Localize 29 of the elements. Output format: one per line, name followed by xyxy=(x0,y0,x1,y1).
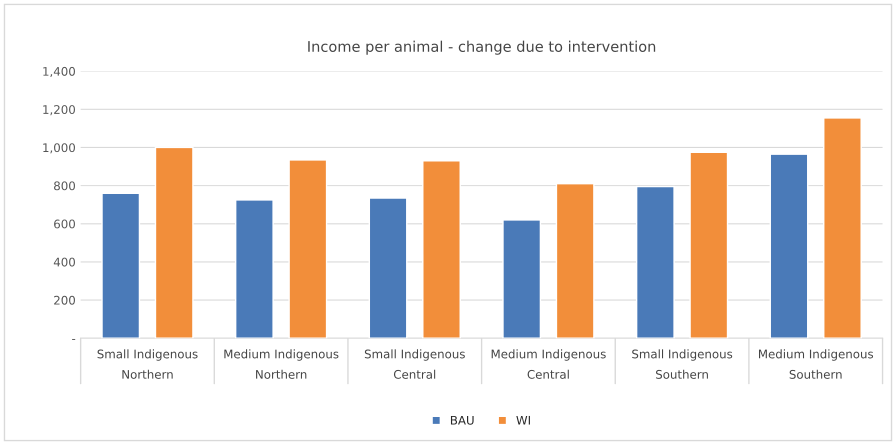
chart-title: Income per animal - change due to intervention xyxy=(308,40,656,55)
bar xyxy=(101,192,140,338)
y-tick-label: 1,200 xyxy=(43,105,75,116)
bar xyxy=(154,146,194,338)
y-tick-label: 1,000 xyxy=(43,143,75,154)
y-tick-label: 200 xyxy=(54,296,75,305)
bar xyxy=(288,159,328,338)
y-tick-label: 1,400 xyxy=(43,66,75,78)
legend-label: BAU xyxy=(450,416,474,425)
bar xyxy=(689,152,728,338)
bar xyxy=(770,153,808,338)
bar xyxy=(234,199,274,338)
bar xyxy=(823,117,862,338)
bar xyxy=(636,186,675,338)
bar xyxy=(502,219,542,338)
y-tick-label: 600 xyxy=(54,219,75,228)
legend-label: WI xyxy=(516,416,530,425)
bar xyxy=(422,160,461,338)
bar xyxy=(556,183,595,338)
x-tick-label: Medium Indigenous Southern xyxy=(758,349,874,379)
x-tick-label: Medium Indigenous Central xyxy=(492,349,606,379)
y-tick-label: - xyxy=(72,338,76,340)
x-tick-label: Small Indigenous Central xyxy=(364,349,465,379)
x-tick-label: Small Indigenous Northern xyxy=(98,349,198,379)
bar xyxy=(368,197,408,338)
x-tick-label: Small Indigenous Southern xyxy=(632,349,732,379)
x-tick-label: Medium Indigenous Northern xyxy=(224,349,338,379)
y-tick-label: 800 xyxy=(54,181,75,190)
y-tick-label: 400 xyxy=(54,258,75,267)
